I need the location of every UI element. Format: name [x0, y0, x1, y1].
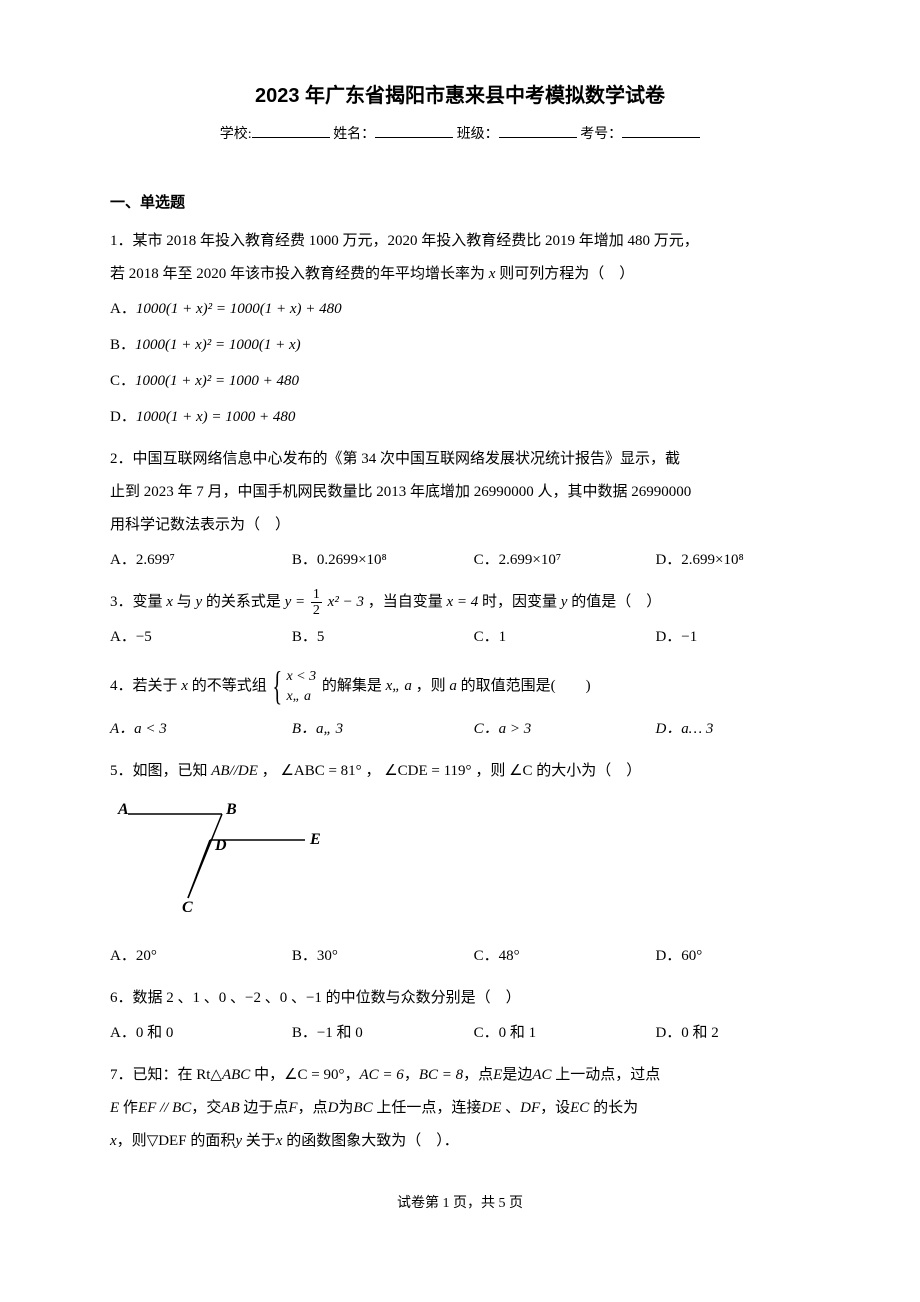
question-7: 7．已知：在 Rt△ABC 中，∠C = 90°，AC = 6，BC = 8，点…: [110, 1059, 810, 1158]
student-info: 学校: 姓名： 班级： 考号：: [110, 124, 810, 146]
q1-options: A．1000(1 + x)² = 1000(1 + x) + 480 B．100…: [110, 291, 810, 435]
school-blank: [252, 124, 330, 138]
q6-opt-c: C．0 和 1: [474, 1015, 656, 1051]
q6-text: 6．数据 2 、1 、0 、−2 、0 、−1 的中位数与众数分别是（ ）: [110, 982, 810, 1015]
q1-line2: 若 2018 年至 2020 年该市投入教育经费的年平均增长率为 x 则可列方程…: [110, 258, 810, 291]
q7-line2: E 作EF // BC，交AB 边于点F，点D为BC 上任一点，连接DE 、DF…: [110, 1092, 810, 1125]
name-label: 姓名：: [333, 127, 375, 142]
q1-opt-d: D．1000(1 + x) = 1000 + 480: [110, 399, 810, 435]
label-D: D: [214, 837, 227, 854]
q2-line1: 2．中国互联网络信息中心发布的《第 34 次中国互联网络发展状况统计报告》显示，…: [110, 443, 810, 476]
q2-opt-c: C．2.699×10⁷: [474, 542, 656, 578]
q3-text: 3．变量 x 与 y 的关系式是 y = 12 x² − 3 ，当自变量 x =…: [110, 586, 810, 619]
q7-line1: 7．已知：在 Rt△ABC 中，∠C = 90°，AC = 6，BC = 8，点…: [110, 1059, 810, 1092]
q3-opt-a: A．−5: [110, 619, 292, 655]
class-blank: [499, 124, 577, 138]
q2-line2: 止到 2023 年 7 月，中国手机网民数量比 2013 年底增加 269900…: [110, 476, 810, 509]
q5-opt-b: B．30°: [292, 938, 474, 974]
school-label: 学校:: [220, 127, 252, 142]
q4-opt-a: A．a < 3: [110, 711, 292, 747]
q2-opt-d: D．2.699×10⁸: [655, 542, 810, 578]
q2-opt-b: B．0.2699×10⁸: [292, 542, 474, 578]
q6-opt-b: B．−1 和 0: [292, 1015, 474, 1051]
q6-opt-a: A．0 和 0: [110, 1015, 292, 1051]
q5-opt-c: C．48°: [474, 938, 656, 974]
section-heading: 一、单选题: [110, 191, 810, 215]
q6-options: A．0 和 0B．−1 和 0C．0 和 1D．0 和 2: [110, 1015, 810, 1051]
class-label: 班级：: [457, 127, 499, 142]
brace-icon: x < 3 x„ a: [272, 667, 316, 706]
q5-options: A．20° B．30° C．48° D．60°: [110, 938, 810, 974]
q4-text: 4．若关于 x 的不等式组 x < 3 x„ a 的解集是 x„ a ，则 a …: [110, 663, 810, 710]
question-3: 3．变量 x 与 y 的关系式是 y = 12 x² − 3 ，当自变量 x =…: [110, 586, 810, 655]
q3-options: A．−5 B．5 C．1 D．−1: [110, 619, 810, 655]
geometry-figure: A B C D E: [110, 800, 810, 928]
q1-opt-b: B．1000(1 + x)² = 1000(1 + x): [110, 327, 810, 363]
q7-line3: x，则▽DEF 的面积y 关于x 的函数图象大致为（ ）．: [110, 1125, 810, 1158]
q5-opt-d: D．60°: [655, 938, 810, 974]
question-5: 5．如图，已知 AB//DE ， ∠ABC = 81° ， ∠CDE = 119…: [110, 755, 810, 974]
q5-opt-a: A．20°: [110, 938, 292, 974]
question-6: 6．数据 2 、1 、0 、−2 、0 、−1 的中位数与众数分别是（ ） A．…: [110, 982, 810, 1051]
q5-text: 5．如图，已知 AB//DE ， ∠ABC = 81° ， ∠CDE = 119…: [110, 755, 810, 788]
q2-opt-a: A．2.699⁷: [110, 542, 292, 578]
q3-opt-c: C．1: [474, 619, 656, 655]
q2-options: A．2.699⁷ B．0.2699×10⁸ C．2.699×10⁷ D．2.69…: [110, 542, 810, 578]
examno-blank: [622, 124, 700, 138]
question-1: 1．某市 2018 年投入教育经费 1000 万元，2020 年投入教育经费比 …: [110, 225, 810, 435]
label-E: E: [309, 831, 321, 848]
q4-opt-c: C．a > 3: [474, 711, 656, 747]
label-C: C: [182, 899, 193, 915]
q3-opt-d: D．−1: [655, 619, 810, 655]
page-footer: 试卷第 1 页，共 5 页: [110, 1193, 810, 1215]
q4-options: A．a < 3 B．a„ 3 C．a > 3 D．a… 3: [110, 711, 810, 747]
label-A: A: [117, 801, 129, 818]
examno-label: 考号：: [580, 127, 622, 142]
q1-opt-a: A．1000(1 + x)² = 1000(1 + x) + 480: [110, 291, 810, 327]
q2-line3: 用科学记数法表示为（ ）: [110, 509, 810, 542]
exam-title: 2023 年广东省揭阳市惠来县中考模拟数学试卷: [110, 80, 810, 112]
q3-opt-b: B．5: [292, 619, 474, 655]
q1-opt-c: C．1000(1 + x)² = 1000 + 480: [110, 363, 810, 399]
label-B: B: [225, 801, 237, 818]
question-2: 2．中国互联网络信息中心发布的《第 34 次中国互联网络发展状况统计报告》显示，…: [110, 443, 810, 578]
q4-opt-d: D．a… 3: [655, 711, 810, 747]
name-blank: [375, 124, 453, 138]
q4-opt-b: B．a„ 3: [292, 711, 474, 747]
q1-line1: 1．某市 2018 年投入教育经费 1000 万元，2020 年投入教育经费比 …: [110, 225, 810, 258]
q6-opt-d: D．0 和 2: [655, 1015, 810, 1051]
question-4: 4．若关于 x 的不等式组 x < 3 x„ a 的解集是 x„ a ，则 a …: [110, 663, 810, 746]
